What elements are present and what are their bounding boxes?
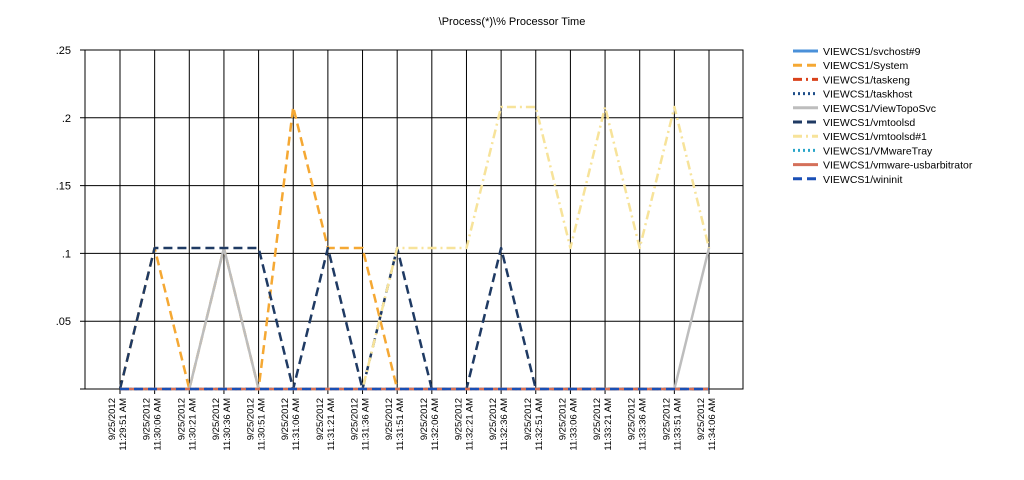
x-tick-date: 9/25/2012	[280, 398, 291, 440]
legend-entry-5: VIEWCS1/vmtoolsd	[823, 117, 915, 129]
legend-entry-8: VIEWCS1/vmware-usbarbitrator	[823, 160, 973, 172]
x-tick-label: 9/25/2012 11:30:06 AM	[142, 398, 164, 451]
x-tick-date: 9/25/2012	[523, 398, 534, 440]
legend-entry-7: VIEWCS1/VMwareTray	[823, 145, 933, 157]
plot-frame	[84, 49, 744, 390]
x-tick-time: 11:29:51 AM	[118, 398, 129, 451]
legend-entry-2: VIEWCS1/taskeng	[823, 74, 910, 86]
x-tick-label: 9/25/2012 11:33:51 AM	[661, 398, 683, 451]
x-tick-date: 9/25/2012	[488, 398, 499, 440]
x-tick-label: 9/25/2012 11:33:36 AM	[627, 398, 649, 451]
x-tick-date: 9/25/2012	[696, 398, 707, 440]
x-tick-time: 11:33:36 AM	[638, 398, 649, 451]
x-tick-time: 11:32:21 AM	[464, 398, 475, 451]
series-lines	[118, 105, 711, 391]
x-tick-date: 9/25/2012	[453, 398, 464, 440]
x-tick-date: 9/25/2012	[419, 398, 430, 440]
x-tick-date: 9/25/2012	[176, 398, 187, 440]
x-tick-date: 9/25/2012	[142, 398, 153, 440]
x-tick-label: 9/25/2012 11:30:21 AM	[176, 398, 198, 451]
x-tick-date: 9/25/2012	[661, 398, 672, 440]
x-tick-date: 9/25/2012	[107, 398, 118, 440]
x-tick-label: 9/25/2012 11:31:21 AM	[315, 398, 337, 451]
x-tick-label: 9/25/2012 11:30:51 AM	[246, 398, 268, 451]
x-tick-time: 11:30:06 AM	[153, 398, 164, 451]
x-tick-time: 11:32:06 AM	[430, 398, 441, 451]
x-tick-label: 9/25/2012 11:32:51 AM	[523, 398, 545, 451]
x-tick-time: 11:33:06 AM	[568, 398, 579, 451]
x-tick-time: 11:32:51 AM	[534, 398, 545, 451]
y-tick-label: .25	[56, 45, 71, 57]
x-tick-label: 9/25/2012 11:34:06 AM	[696, 398, 718, 451]
y-tick-label: .05	[56, 316, 71, 328]
x-tick-label: 9/25/2012 11:31:06 AM	[280, 398, 302, 451]
x-tick-time: 11:31:36 AM	[361, 398, 372, 451]
series-line-5	[118, 246, 709, 391]
x-tick-date: 9/25/2012	[627, 398, 638, 440]
x-tick-time: 11:30:51 AM	[257, 398, 268, 451]
x-tick-label: 9/25/2012 11:31:36 AM	[350, 398, 372, 451]
x-tick-time: 11:31:21 AM	[326, 398, 337, 451]
x-tick-date: 9/25/2012	[246, 398, 257, 440]
y-tick-label: .15	[56, 181, 71, 193]
axis-ticks: .05.1.15.2.259/25/2012 11:29:51 AM 9/25/20…	[56, 45, 718, 451]
x-tick-label: 9/25/2012 11:31:51 AM	[384, 398, 406, 451]
x-tick-time: 11:34:06 AM	[707, 398, 718, 451]
x-tick-date: 9/25/2012	[211, 398, 222, 440]
chart-title: \Process(*)\% Processor Time	[439, 16, 586, 28]
x-tick-date: 9/25/2012	[384, 398, 395, 440]
legend-entry-9: VIEWCS1/wininit	[823, 174, 902, 186]
x-tick-label: 9/25/2012 11:32:21 AM	[453, 398, 475, 451]
legend: VIEWCS1/svchost#9 VIEWCS1/System VIEWCS1/t…	[793, 46, 973, 186]
y-tick-label: .2	[62, 113, 71, 125]
x-tick-label: 9/25/2012 11:32:06 AM	[419, 398, 441, 451]
x-tick-date: 9/25/2012	[350, 398, 361, 440]
legend-entry-3: VIEWCS1/taskhost	[823, 89, 912, 101]
x-tick-time: 11:33:21 AM	[603, 398, 614, 451]
x-tick-time: 11:33:51 AM	[672, 398, 683, 451]
x-tick-label: 9/25/2012 11:30:36 AM	[211, 398, 233, 451]
legend-entry-6: VIEWCS1/vmtoolsd#1	[823, 131, 927, 143]
legend-entry-1: VIEWCS1/System	[823, 60, 908, 72]
x-tick-time: 11:31:06 AM	[291, 398, 302, 451]
x-tick-time: 11:30:21 AM	[187, 398, 198, 451]
x-tick-label: 9/25/2012 11:32:36 AM	[488, 398, 510, 451]
x-tick-time: 11:31:51 AM	[395, 398, 406, 451]
x-tick-date: 9/25/2012	[557, 398, 568, 440]
plot-grid	[80, 49, 744, 394]
x-tick-time: 11:30:36 AM	[222, 398, 233, 451]
x-tick-time: 11:32:36 AM	[499, 398, 510, 451]
x-tick-label: 9/25/2012 11:33:21 AM	[592, 398, 614, 451]
x-tick-date: 9/25/2012	[592, 398, 603, 440]
x-tick-date: 9/25/2012	[315, 398, 326, 440]
legend-entry-0: VIEWCS1/svchost#9	[823, 46, 921, 58]
x-tick-label: 9/25/2012 11:33:06 AM	[557, 398, 579, 451]
y-tick-label: .1	[62, 248, 71, 260]
x-tick-label: 9/25/2012 11:29:51 AM	[107, 398, 129, 451]
legend-entry-4: VIEWCS1/ViewTopoSvc	[823, 103, 936, 115]
